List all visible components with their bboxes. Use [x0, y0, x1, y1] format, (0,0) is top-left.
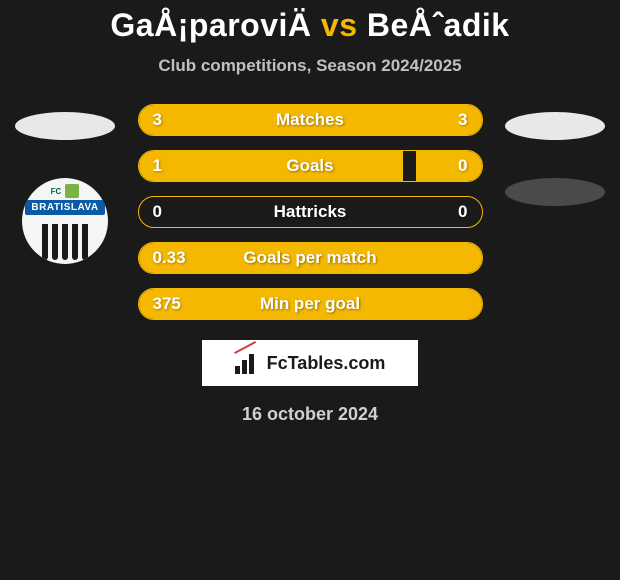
stripe [42, 224, 48, 260]
stat-label: Goals per match [139, 248, 482, 268]
player2-name: BeÅˆadik [367, 7, 510, 43]
player1-avatar-placeholder [15, 112, 115, 140]
fctables-chart-icon [235, 352, 261, 374]
stat-bar: 0Hattricks0 [138, 196, 483, 228]
stat-value-right: 0 [458, 202, 467, 222]
stat-value-right: 0 [458, 156, 467, 176]
stripe [72, 224, 78, 260]
stat-label: Matches [139, 110, 482, 130]
stat-bar: 0.33Goals per match [138, 242, 483, 274]
stat-label: Min per goal [139, 294, 482, 314]
logo-fc-text: FC [51, 187, 62, 196]
stripe [52, 224, 58, 260]
stat-bar: 375Min per goal [138, 288, 483, 320]
player1-club-logo: FC BRATISLAVA [22, 178, 108, 264]
player2-club-placeholder [505, 178, 605, 206]
date-text: 16 october 2024 [10, 404, 610, 425]
subtitle: Club competitions, Season 2024/2025 [10, 56, 610, 76]
fctables-brand-box[interactable]: FcTables.com [202, 340, 418, 386]
left-side-column: FC BRATISLAVA [10, 104, 120, 264]
logo-brand-text: BRATISLAVA [25, 200, 104, 215]
player1-name: GaÅ¡paroviÄ [110, 7, 311, 43]
fctables-brand-text: FcTables.com [267, 353, 386, 374]
stat-label: Goals [139, 156, 482, 176]
stripe [82, 224, 88, 260]
logo-stripes [35, 224, 95, 260]
vs-text: vs [321, 7, 358, 43]
logo-leaf-icon [65, 184, 79, 198]
stats-column: 3Matches31Goals00Hattricks00.33Goals per… [138, 104, 483, 320]
page-title: GaÅ¡paroviÄ vs BeÅˆadik [10, 7, 610, 44]
stat-bar: 1Goals0 [138, 150, 483, 182]
stat-label: Hattricks [139, 202, 482, 222]
right-side-column [500, 104, 610, 206]
content-row: FC BRATISLAVA 3Matches31Goals00Hattricks… [10, 104, 610, 320]
stat-bar: 3Matches3 [138, 104, 483, 136]
stripe [62, 224, 68, 260]
stat-value-right: 3 [458, 110, 467, 130]
logo-top: FC [51, 184, 80, 198]
player2-avatar-placeholder [505, 112, 605, 140]
main-container: GaÅ¡paroviÄ vs BeÅˆadik Club competition… [0, 0, 620, 430]
